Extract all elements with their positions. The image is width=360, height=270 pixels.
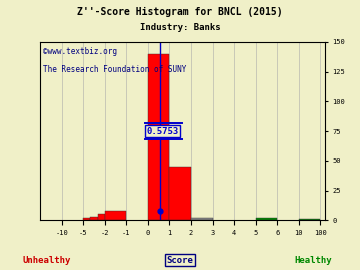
Text: Healthy: Healthy: [294, 256, 332, 265]
Text: The Research Foundation of SUNY: The Research Foundation of SUNY: [43, 65, 186, 74]
Bar: [148, 54, 170, 220]
Text: Industry: Banks: Industry: Banks: [140, 23, 220, 32]
Bar: [90, 217, 98, 220]
Bar: [83, 218, 90, 220]
Text: Z''-Score Histogram for BNCL (2015): Z''-Score Histogram for BNCL (2015): [77, 7, 283, 17]
Text: ©www.textbiz.org: ©www.textbiz.org: [43, 47, 117, 56]
Bar: [191, 218, 212, 220]
Text: Score: Score: [167, 256, 193, 265]
Bar: [98, 214, 105, 220]
Bar: [170, 167, 191, 220]
Bar: [256, 218, 277, 220]
Bar: [105, 211, 126, 220]
Text: 0.5753: 0.5753: [146, 127, 179, 136]
Bar: [299, 219, 320, 220]
Text: Unhealthy: Unhealthy: [23, 256, 71, 265]
